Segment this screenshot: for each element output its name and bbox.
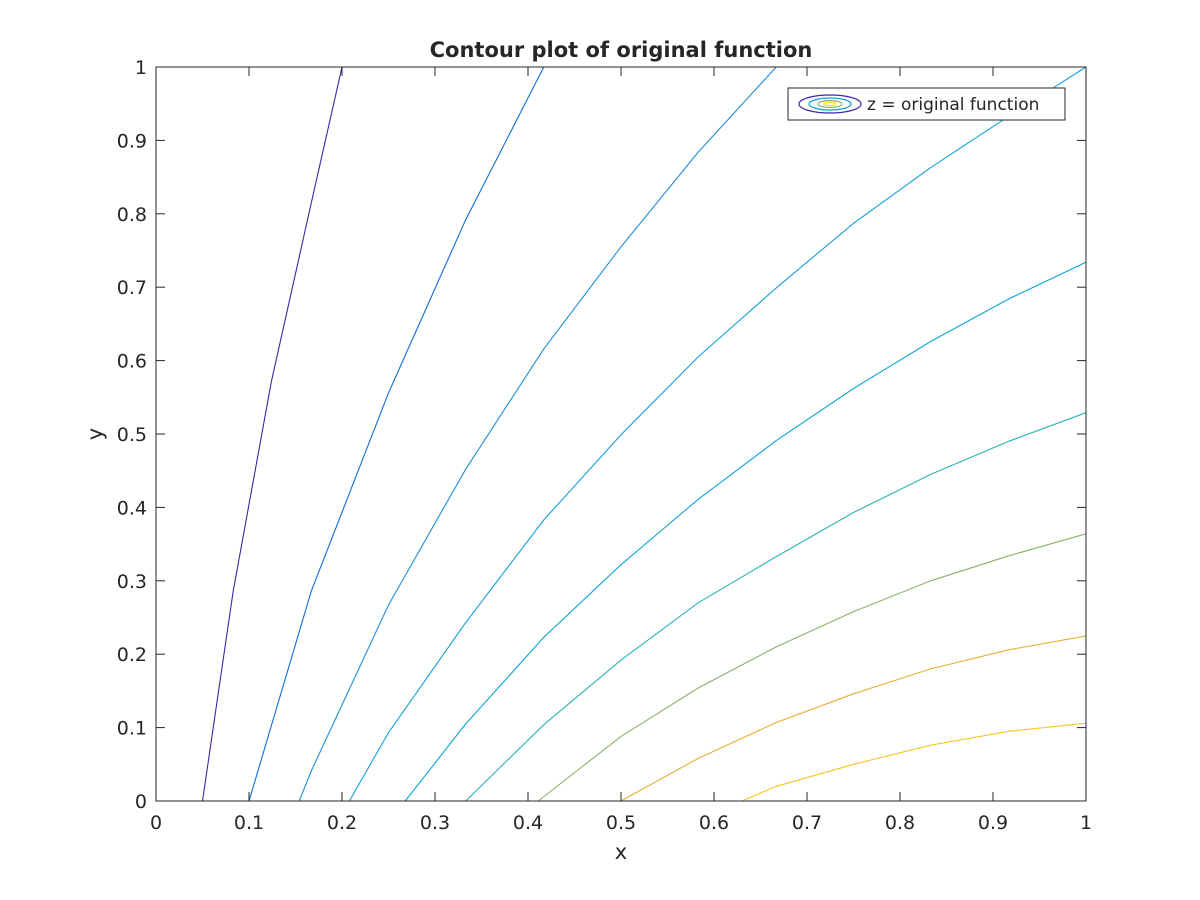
legend-box (787, 87, 1066, 121)
x-tick-label: 1 (1080, 812, 1092, 834)
contour-line-5 (404, 261, 1087, 802)
contour-line-9 (741, 722, 1087, 802)
legend-icon-ring-4 (823, 101, 837, 107)
contour-line-6 (465, 412, 1087, 802)
x-tick-label: 0.4 (513, 812, 543, 834)
y-tick-label: 0.5 (117, 424, 147, 446)
legend-icon-ring-2 (808, 97, 852, 111)
x-tick-label: 0.3 (420, 812, 450, 834)
chart-title: Contour plot of original function (430, 38, 813, 62)
y-tick-label: 0.3 (117, 571, 147, 593)
x-tick-label: 0 (150, 812, 162, 834)
y-tick-label: 0.6 (117, 351, 147, 373)
x-tick-label: 0.1 (234, 812, 264, 834)
x-ticks: 0 0.1 0.2 0.3 0.4 0.5 0.6 0.7 0.8 0.9 1 (150, 67, 1092, 834)
y-tick-label: 0 (135, 791, 147, 813)
y-axis-label: y (83, 428, 107, 440)
y-tick-label: 0.4 (117, 497, 147, 519)
x-tick-label: 0.2 (327, 812, 357, 834)
y-tick-label: 1 (135, 57, 147, 79)
x-tick-label: 0.5 (606, 812, 636, 834)
contour-layer (201, 66, 1087, 802)
legend-icon-ring-3 (817, 99, 843, 109)
x-tick-label: 0.8 (885, 812, 915, 834)
x-tick-label: 0.6 (699, 812, 729, 834)
legend-icon-ring-1 (798, 94, 862, 114)
x-tick-label: 0.9 (978, 812, 1008, 834)
legend-entry-label: z = original function (867, 95, 1039, 115)
contour-line-7 (537, 533, 1087, 802)
legend[interactable]: z = original function (787, 87, 1066, 121)
y-tick-label: 0.9 (117, 130, 147, 152)
y-ticks: 0 0.1 0.2 0.3 0.4 0.5 0.6 0.7 0.8 0.9 1 (117, 57, 1086, 813)
contour-line-2 (248, 66, 545, 802)
y-tick-label: 0.7 (117, 277, 147, 299)
contour-line-3 (298, 66, 777, 802)
contour-line-4 (348, 66, 1087, 802)
contour-line-8 (620, 635, 1087, 802)
y-tick-label: 0.2 (117, 644, 147, 666)
y-tick-label: 0.1 (117, 718, 147, 740)
contour-line-1 (201, 66, 343, 802)
y-tick-label: 0.8 (117, 204, 147, 226)
x-tick-label: 0.7 (792, 812, 822, 834)
x-axis-label: x (615, 840, 627, 864)
legend-contour-icon (798, 94, 862, 114)
